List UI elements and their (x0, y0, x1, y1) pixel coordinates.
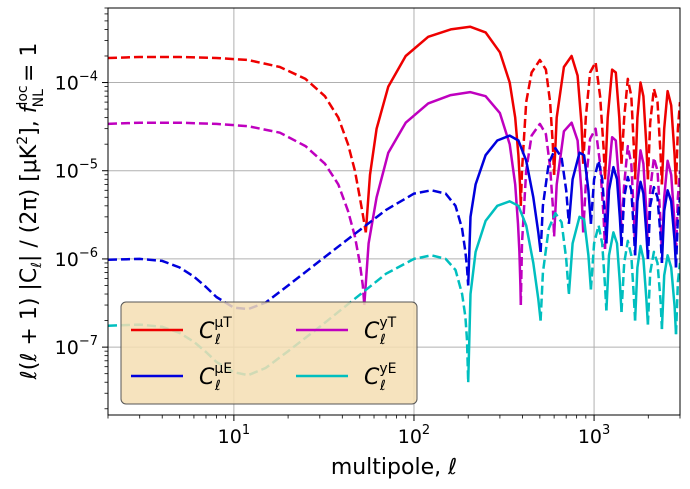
y-tick-label-1: 10−6 (55, 246, 98, 271)
series-1-segment-4-negative (581, 127, 607, 249)
x-tick-label-2: 103 (578, 423, 610, 448)
series-3-segment-6-negative (620, 239, 637, 321)
legend-box (120, 301, 418, 405)
series-1-segment-0-negative (108, 121, 366, 306)
series-0-segment-4-negative (581, 60, 607, 180)
y-tick-label-2: 10−5 (55, 158, 98, 183)
series-0-segment-3-positive (552, 54, 585, 175)
series-3-segment-8-negative (646, 250, 664, 330)
legend: CμT ℓ CμE ℓ CyT ℓ CyE ℓ (120, 301, 418, 405)
series-0-segment-6-negative (620, 77, 637, 180)
series-0-segment-0-negative (108, 55, 368, 233)
series-2-segment-5-positive (605, 165, 623, 247)
series-0-segment-9-positive (660, 89, 678, 185)
series-3-segment-4-negative (589, 224, 608, 311)
y-tick-label-3: 10−4 (55, 70, 98, 95)
series-2-segment-1-positive (466, 134, 542, 286)
series-2-segment-0-negative (108, 189, 470, 311)
series-3-segment-3-positive (567, 215, 593, 295)
series-1-segment-5-positive (603, 135, 623, 249)
series-0-segment-7-positive (633, 81, 650, 180)
series-0-segment-1-positive (364, 25, 523, 233)
series-3-segment-7-positive (633, 244, 650, 325)
series-3-segment-1-positive (466, 200, 542, 383)
legend-label-1: CyT ℓ (364, 315, 397, 348)
legend-label-3: CyE ℓ (364, 361, 397, 394)
series-0-segment-10-negative (674, 102, 680, 185)
series-3-segment-5-positive (605, 231, 623, 313)
series-0-segment-8-negative (646, 87, 664, 185)
series-3-segment-2-negative (539, 211, 571, 321)
series-2-segment-10-negative (674, 197, 680, 268)
series-1-segment-7-positive (633, 149, 650, 247)
series-2-segment-7-positive (633, 180, 650, 259)
series-2 (108, 134, 680, 311)
series-0-segment-5-positive (603, 68, 623, 180)
series-0-segment-2-negative (519, 58, 556, 206)
series-3-segment-10-negative (674, 262, 680, 335)
y-tick-label-0: 10−7 (55, 334, 98, 359)
x-axis-label: multipole, ℓ (331, 455, 457, 480)
series-2-segment-6-negative (620, 175, 637, 256)
series-2-segment-9-positive (660, 189, 678, 268)
series-0 (108, 25, 680, 233)
series-1-segment-1-positive (363, 90, 523, 306)
series-2-segment-2-negative (539, 146, 571, 252)
legend-label-2: CμE ℓ (199, 361, 232, 394)
legend-label-0: CμT ℓ (199, 315, 232, 348)
series-1-segment-3-positive (552, 121, 585, 237)
x-tick-label-1: 102 (398, 423, 430, 448)
axis-ticks: 101 102 103 10−7 10−6 10−5 10−4 (55, 7, 681, 448)
plot-frame (107, 7, 681, 416)
series-2-segment-4-negative (589, 159, 608, 244)
series-2-segment-3-positive (567, 151, 593, 224)
series-2-segment-8-negative (646, 185, 664, 264)
x-tick-label-0: 101 (218, 423, 250, 448)
y-axis-label: ℓ(ℓ + 1) |Cℓ| / (2π) [μK2], flocNL = 1 (15, 43, 47, 381)
series-3-segment-9-positive (660, 254, 678, 335)
